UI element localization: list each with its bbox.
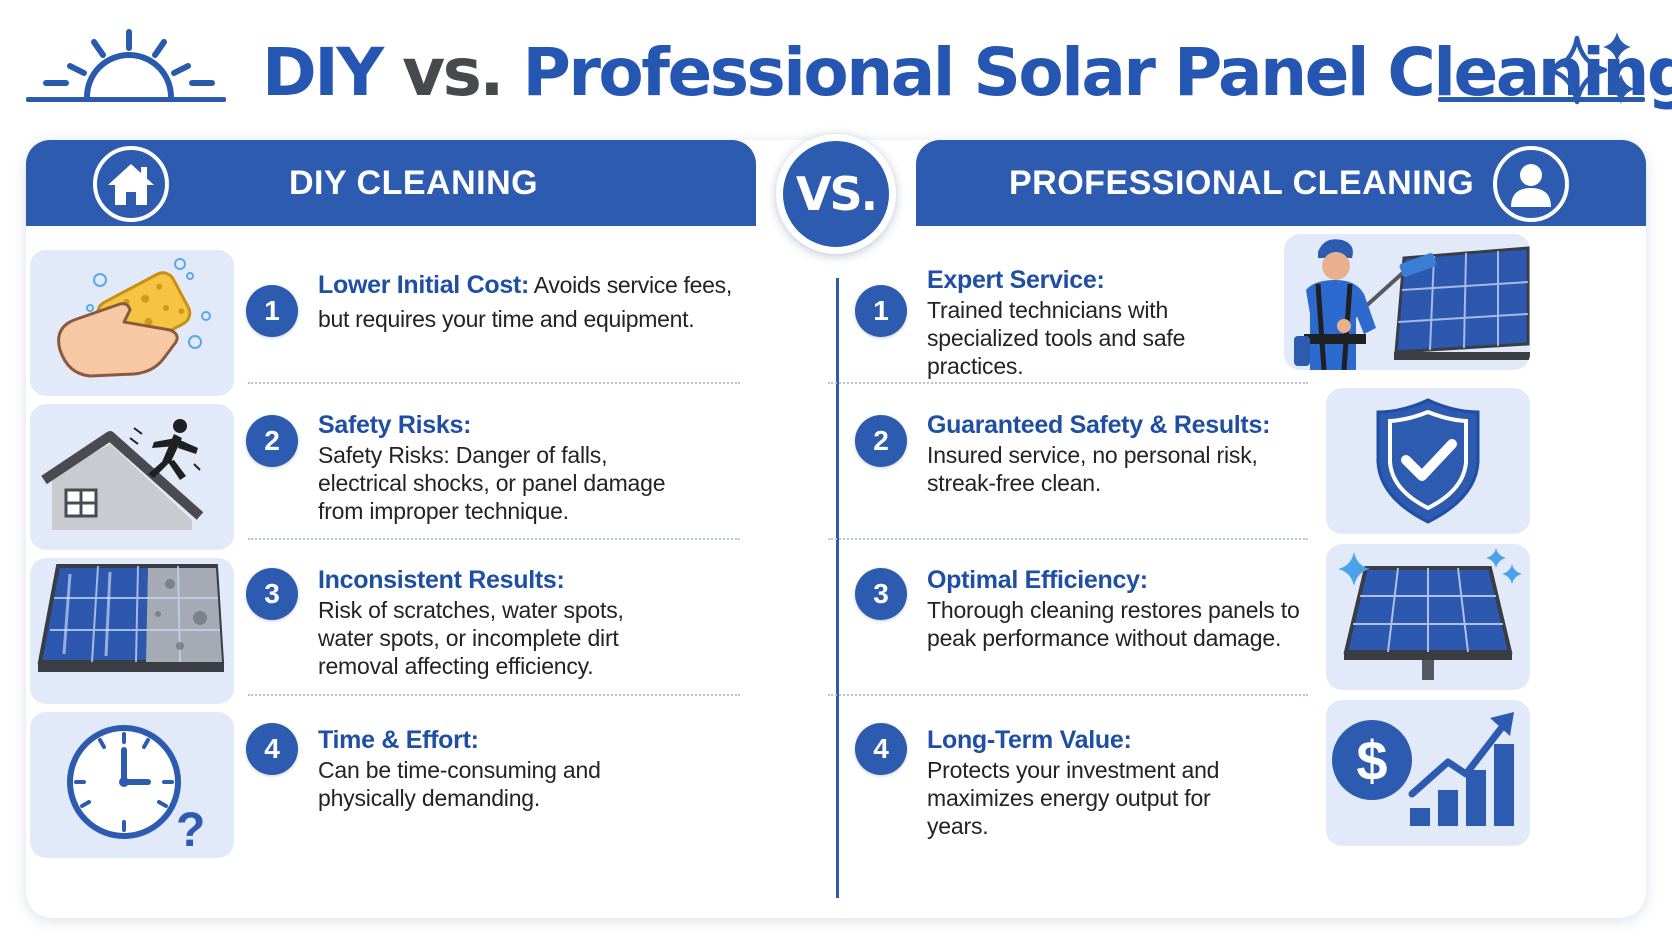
diy-item-3-text: Inconsistent Results: Risk of scratches,…	[318, 564, 738, 680]
pro-item-4-title: Long-Term Value:	[927, 726, 1132, 754]
pro-item-1-text: Expert Service: Trained technicians with…	[927, 264, 1267, 380]
diy-item-3-number: 3	[246, 568, 298, 620]
clock-question-icon: ?	[30, 712, 234, 858]
diy-item-2-title: Safety Risks:	[318, 411, 472, 439]
pro-row-separator	[828, 538, 1308, 540]
svg-text:?: ?	[176, 804, 205, 857]
pro-item-4-text: Long-Term Value: Protects your investmen…	[927, 724, 1307, 840]
house-icon	[93, 146, 169, 222]
diy-row-separator	[248, 694, 740, 696]
diy-item-4-title: Time & Effort:	[318, 726, 479, 754]
vs-badge: VS.	[776, 134, 896, 254]
user-icon	[1493, 146, 1569, 222]
sun-icon	[43, 29, 215, 100]
diy-item-3-desc: Risk of scratches, water spots, water sp…	[318, 597, 624, 679]
pro-item-2-title: Guaranteed Safety & Results:	[927, 411, 1271, 439]
technician-cleaning-icon	[1284, 234, 1530, 370]
diy-item-4-text: Time & Effort: Can be time-consuming and…	[318, 724, 738, 812]
pro-item-2-text: Guaranteed Safety & Results: Insured ser…	[927, 409, 1307, 497]
pro-item-3-desc: Thorough cleaning restores panels to pea…	[927, 597, 1300, 651]
pro-item-4-desc: Protects your investment and maximizes e…	[927, 757, 1220, 839]
pro-header: PROFESSIONAL CLEANING	[916, 140, 1646, 226]
pro-item-1-number: 1	[855, 285, 907, 337]
diy-row-separator	[248, 382, 740, 384]
svg-text:$: $	[1356, 729, 1387, 792]
center-divider	[836, 278, 839, 898]
page-title: DIY vs. Professional Solar Panel Cleanin…	[262, 28, 1672, 118]
diy-item-1-desc: Avoids service fees, but requires your t…	[318, 272, 732, 332]
title-professional: Professional Solar Panel Cleaning	[522, 34, 1672, 111]
diy-item-2-desc: Safety Risks: Danger of falls, electrica…	[318, 442, 666, 524]
hand-sponge-icon	[30, 250, 234, 396]
diy-item-1-title: Lower Initial Cost:	[318, 271, 529, 299]
pro-row-separator	[828, 694, 1308, 696]
dirty-solar-panel-icon	[30, 558, 234, 704]
diy-item-2-text: Safety Risks: Safety Risks: Danger of fa…	[318, 409, 738, 525]
diy-item-4-desc: Can be time-consuming and physically dem…	[318, 757, 601, 811]
diy-item-4-number: 4	[246, 723, 298, 775]
pro-item-4-number: 4	[855, 723, 907, 775]
pro-header-title: PROFESSIONAL CLEANING	[1009, 164, 1475, 202]
diy-header: DIY CLEANING	[26, 140, 756, 226]
pro-item-3-title: Optimal Efficiency:	[927, 566, 1148, 594]
sparkle-icon	[1546, 32, 1635, 105]
pro-item-1-title: Expert Service:	[927, 266, 1105, 294]
title-row: DIY vs. Professional Solar Panel Cleanin…	[0, 0, 1672, 135]
pro-item-3-text: Optimal Efficiency: Thorough cleaning re…	[927, 564, 1307, 652]
title-right-line	[1438, 97, 1645, 102]
title-vs: vs.	[381, 34, 523, 111]
diy-item-2-number: 2	[246, 415, 298, 467]
pro-item-1-desc: Trained technicians with specialized too…	[927, 297, 1186, 379]
title-left-line	[26, 97, 226, 102]
shield-check-icon	[1326, 388, 1530, 534]
roof-fall-icon	[30, 404, 234, 550]
diy-header-title: DIY CLEANING	[289, 164, 539, 202]
pro-row-separator	[828, 382, 1308, 384]
pro-item-3-number: 3	[855, 568, 907, 620]
diy-row-separator	[248, 538, 740, 540]
pro-item-2-number: 2	[855, 415, 907, 467]
dollar-growth-icon: $	[1326, 700, 1530, 846]
diy-item-1-text: Lower Initial Cost: Avoids service fees,…	[318, 268, 738, 336]
pro-item-2-desc: Insured service, no personal risk, strea…	[927, 442, 1258, 496]
diy-item-1-number: 1	[246, 285, 298, 337]
diy-item-3-title: Inconsistent Results:	[318, 566, 565, 594]
title-diy: DIY	[262, 34, 384, 111]
clean-solar-panel-icon	[1326, 544, 1530, 690]
